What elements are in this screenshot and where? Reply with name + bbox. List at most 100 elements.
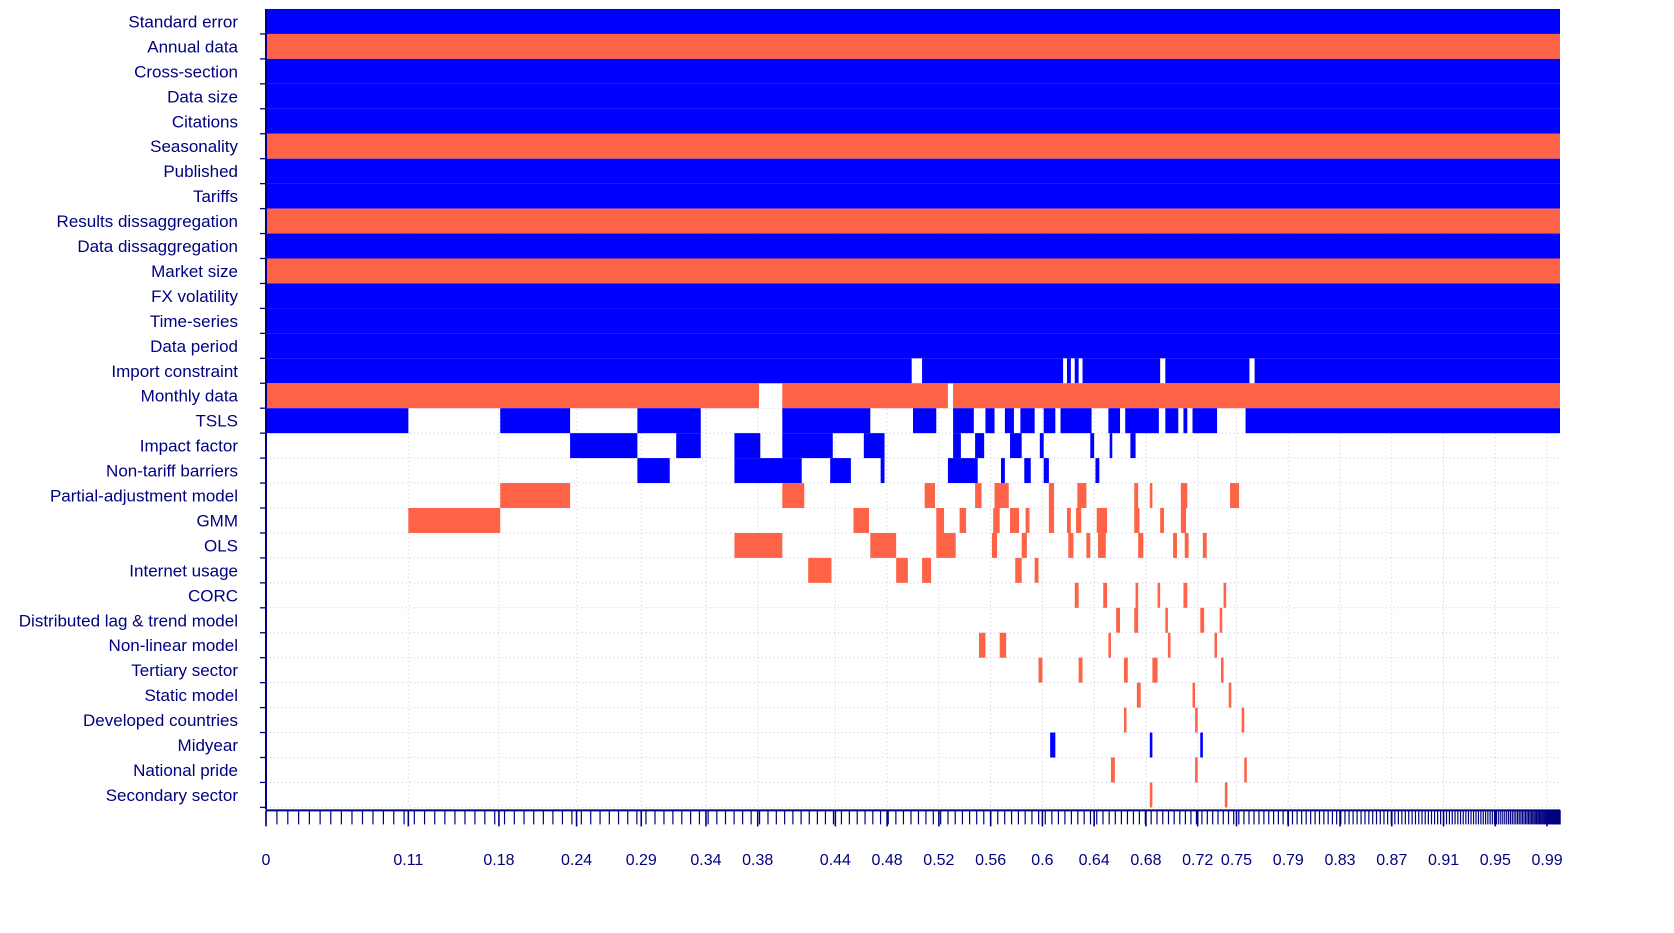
inclusion-cell [1241, 707, 1245, 733]
inclusion-cell [1165, 607, 1168, 633]
inclusion-cell [782, 483, 805, 508]
inclusion-cell [936, 508, 945, 533]
variable-label: Import constraint [111, 362, 238, 381]
inclusion-cell [408, 508, 501, 533]
x-tick-label: 0.87 [1376, 852, 1407, 869]
x-tick-label: 0 [262, 852, 271, 869]
inclusion-cell [1202, 532, 1207, 558]
variable-label: GMM [196, 511, 238, 530]
inclusion-cell [1223, 582, 1227, 608]
inclusion-cell [266, 208, 1560, 234]
inclusion-cell [1116, 607, 1121, 633]
inclusion-cell [1095, 458, 1100, 484]
variable-label: Data period [150, 337, 238, 356]
inclusion-cell [1074, 358, 1079, 384]
inclusion-cell [993, 508, 1000, 533]
x-tick-label: 0.99 [1531, 852, 1562, 869]
inclusion-cell [1078, 657, 1083, 683]
inclusion-cell [266, 183, 1560, 209]
variable-label: Impact factor [140, 437, 239, 456]
inclusion-cell [1134, 607, 1139, 633]
inclusion-cell [1245, 408, 1560, 434]
inclusion-cell [1108, 408, 1121, 434]
inclusion-cell [1183, 582, 1188, 608]
inclusion-cell [1068, 532, 1074, 558]
inclusion-cell [1108, 632, 1111, 658]
variable-label: Standard error [128, 12, 238, 31]
inclusion-cell [1048, 508, 1055, 533]
inclusion-cell [266, 358, 912, 384]
inclusion-cell [1192, 682, 1196, 708]
inclusion-cell [266, 283, 1560, 309]
inclusion-cell [1228, 682, 1232, 708]
inclusion-cell [1050, 732, 1056, 758]
inclusion-cell [1066, 508, 1071, 533]
x-tick-label: 0.91 [1428, 852, 1459, 869]
inclusion-cell [1220, 657, 1224, 683]
inclusion-cell [1200, 732, 1203, 758]
variable-labels: Standard error Annual data Cross-section Da… [19, 12, 239, 804]
inclusion-cell [913, 408, 937, 434]
inclusion-cell [782, 433, 833, 459]
inclusion-cell [1010, 433, 1022, 459]
inclusion-cell [978, 632, 986, 658]
variable-label: Static model [144, 686, 238, 705]
variable-label: Partial-adjustment model [50, 487, 238, 506]
inclusion-cell [266, 108, 1560, 134]
inclusion-cell [266, 58, 1560, 84]
inclusion-cell [266, 258, 1560, 284]
inclusion-cell [1074, 582, 1079, 608]
inclusion-cell [1135, 582, 1139, 608]
inclusion-cell [1157, 582, 1161, 608]
inclusion-cell [1125, 408, 1159, 434]
inclusion-cell [1004, 408, 1014, 434]
x-tick-label: 0.79 [1273, 852, 1304, 869]
inclusion-cell [734, 433, 761, 459]
variable-label: Data size [167, 87, 238, 106]
inclusion-cell [1039, 433, 1044, 459]
inclusion-cell [1038, 657, 1043, 683]
inclusion-cell [808, 557, 832, 583]
variable-label: Internet usage [129, 561, 238, 580]
inclusion-cell [1010, 508, 1020, 533]
inclusion-cell [1098, 532, 1106, 558]
inclusion-cell [1024, 458, 1031, 484]
variable-label: Time-series [150, 312, 238, 331]
inclusion-cell [266, 133, 1560, 159]
variable-label: Distributed lag & trend model [19, 611, 238, 630]
inclusion-cell [570, 433, 638, 459]
variable-label: Seasonality [150, 137, 238, 156]
inclusion-cell [1110, 757, 1115, 783]
x-tick-label: 0.48 [872, 852, 903, 869]
inclusion-cell [994, 483, 1009, 508]
x-tick-labels: 0 0.11 0.18 0.24 0.29 0.34 0.38 0.44 0.48 0.52 0.5… [262, 852, 1563, 869]
inclusion-cell [266, 9, 1560, 34]
model-inclusion-cells [266, 9, 1560, 808]
inclusion-cell [266, 83, 1560, 109]
x-tick-label: 0.18 [483, 852, 514, 869]
inclusion-cell [1214, 632, 1218, 658]
inclusion-cell [1134, 508, 1140, 533]
inclusion-cell [1109, 433, 1113, 459]
inclusion-cell [1043, 408, 1056, 434]
variable-label: FX volatility [151, 287, 238, 306]
variable-label: Developed countries [83, 711, 238, 730]
x-tick-label: 0.11 [393, 852, 423, 869]
axes [260, 9, 1561, 827]
x-tick-label: 0.34 [690, 852, 721, 869]
inclusion-cell [266, 383, 760, 409]
inclusion-cell [975, 433, 985, 459]
variable-label: Citations [172, 112, 238, 131]
inclusion-cell [896, 557, 908, 583]
inclusion-cell [1077, 483, 1087, 508]
variable-label: Results dissaggregation [57, 212, 238, 231]
inclusion-cell [1000, 458, 1005, 484]
inclusion-cell [870, 532, 897, 558]
inclusion-cell [266, 408, 409, 434]
inclusion-cell [1173, 532, 1177, 558]
inclusion-cell [1123, 657, 1128, 683]
x-tick-label: 0.75 [1221, 852, 1252, 869]
inclusion-cell [266, 158, 1560, 184]
inclusion-cell [266, 333, 1560, 359]
